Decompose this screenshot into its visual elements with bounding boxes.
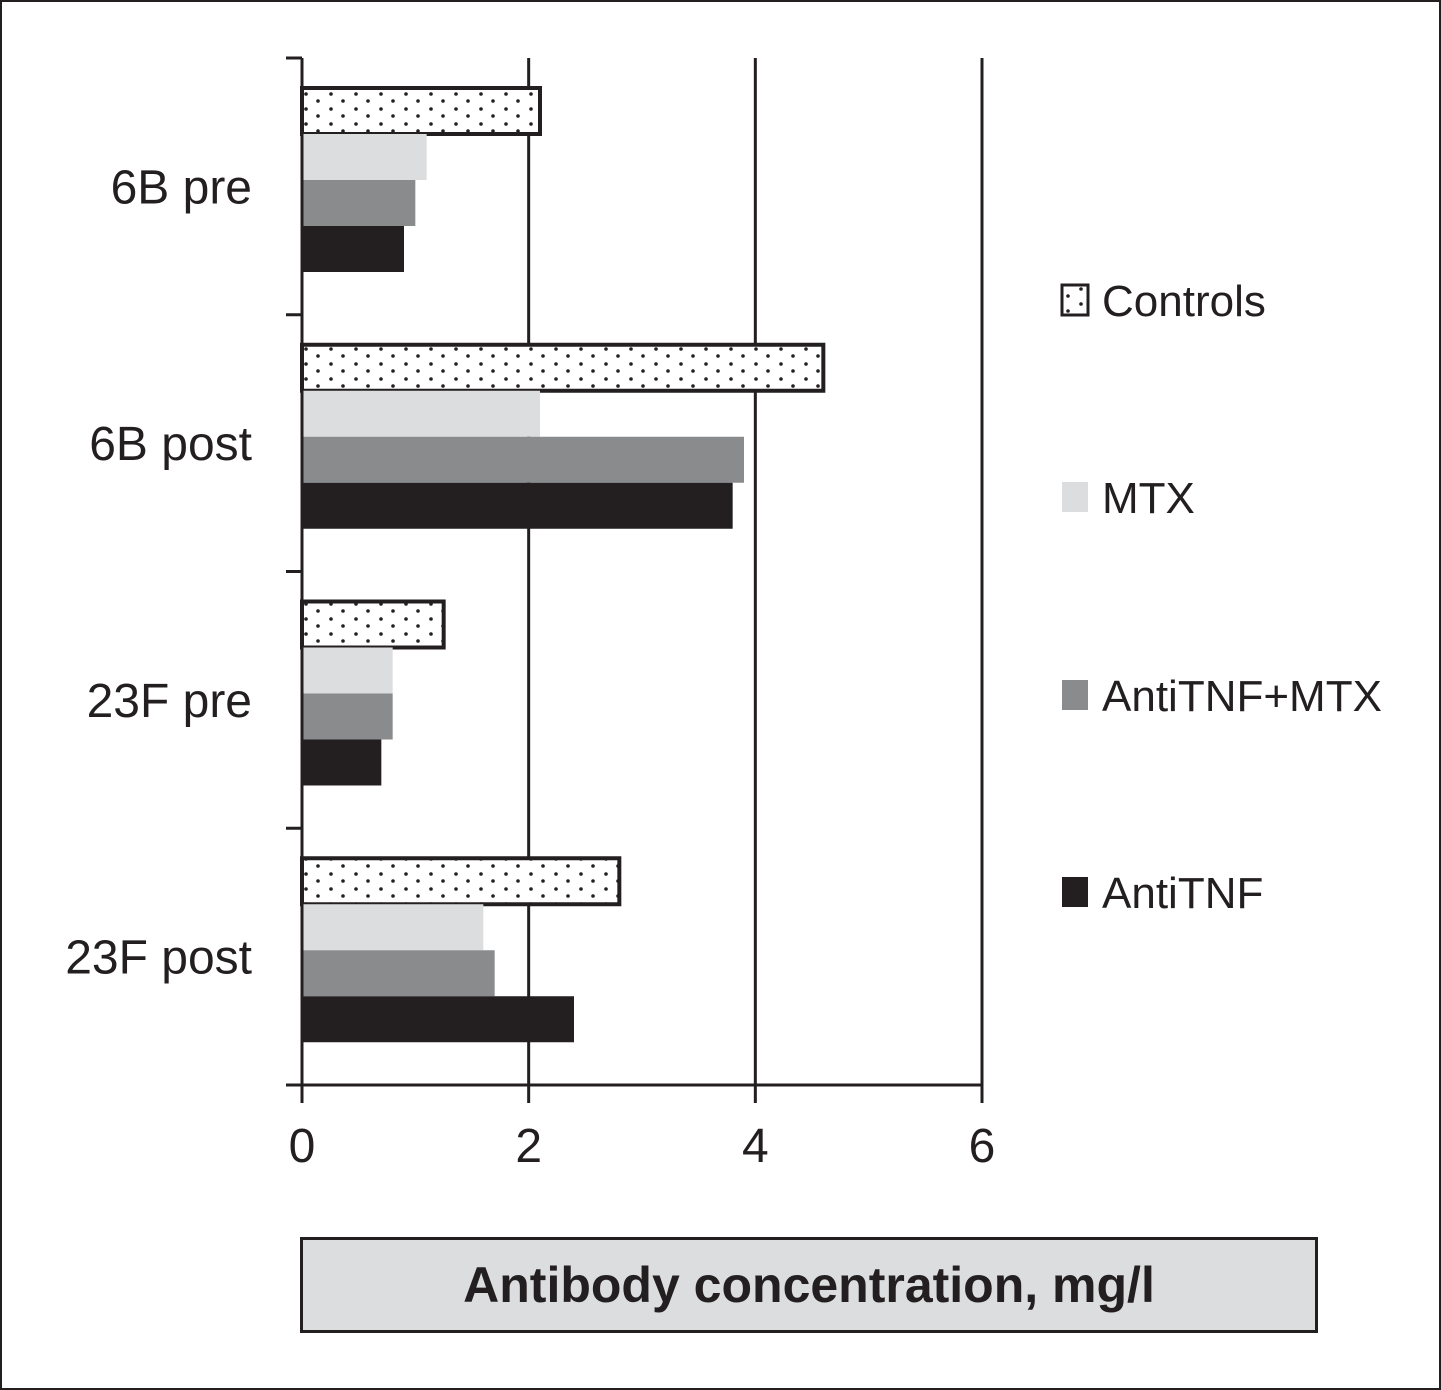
bar-23f-pre-antitnf-mtx	[302, 693, 393, 740]
bar-23f-post-antitnf	[302, 996, 574, 1043]
bar-6b-post-controls	[300, 342, 826, 393]
legend-swatch-antitnf-mtx	[1062, 680, 1088, 710]
legend-label: AntiTNF+MTX	[1102, 672, 1382, 721]
bar-23f-post-mtx	[302, 904, 484, 951]
bar-6b-post-mtx	[302, 390, 540, 437]
legend-swatch-antitnf	[1062, 877, 1088, 907]
legend-label: AntiTNF	[1102, 869, 1263, 918]
bar-23f-pre-controls	[300, 599, 446, 650]
bars	[300, 86, 826, 1043]
legend: Controls MTX AntiTNF+MTX AntiTNF	[1060, 277, 1382, 918]
bar-6b-pre-controls	[300, 86, 542, 136]
category-label: 6B pre	[111, 161, 252, 214]
bar-6b-post-antitnf	[302, 482, 733, 529]
grid-lines	[527, 58, 984, 1085]
legend-swatch-controls	[1060, 283, 1090, 317]
bar-6b-pre-mtx	[302, 134, 427, 180]
x-tick-label: 2	[515, 1120, 542, 1173]
x-tick-label: 6	[969, 1120, 996, 1173]
category-label: 23F post	[65, 932, 252, 985]
x-tick-label: 0	[289, 1120, 316, 1173]
bar-23f-pre-mtx	[302, 647, 393, 694]
bar-23f-post-antitnf-mtx	[302, 950, 495, 997]
x-axis-title: Antibody concentration, mg/l	[300, 1237, 1318, 1333]
category-label: 23F pre	[87, 675, 252, 728]
x-tick-label: 4	[742, 1120, 769, 1173]
category-label: 6B post	[89, 418, 252, 471]
bar-6b-post-antitnf-mtx	[302, 436, 744, 483]
legend-swatch-mtx	[1062, 482, 1088, 512]
bar-6b-pre-antitnf-mtx	[302, 180, 416, 226]
labels: 6B pre 6B post 23F pre 23F post 0 2 4 6	[65, 161, 995, 1173]
bar-23f-pre-antitnf	[302, 739, 382, 786]
axes	[286, 56, 984, 1103]
bar-23f-post-controls	[300, 856, 622, 907]
bar-6b-pre-antitnf	[302, 226, 404, 272]
legend-label: MTX	[1102, 474, 1195, 523]
legend-label: Controls	[1102, 277, 1266, 326]
